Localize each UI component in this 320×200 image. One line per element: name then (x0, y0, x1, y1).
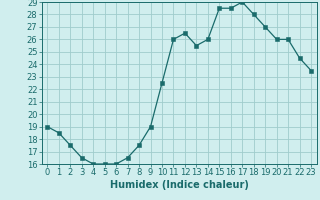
X-axis label: Humidex (Indice chaleur): Humidex (Indice chaleur) (110, 180, 249, 190)
